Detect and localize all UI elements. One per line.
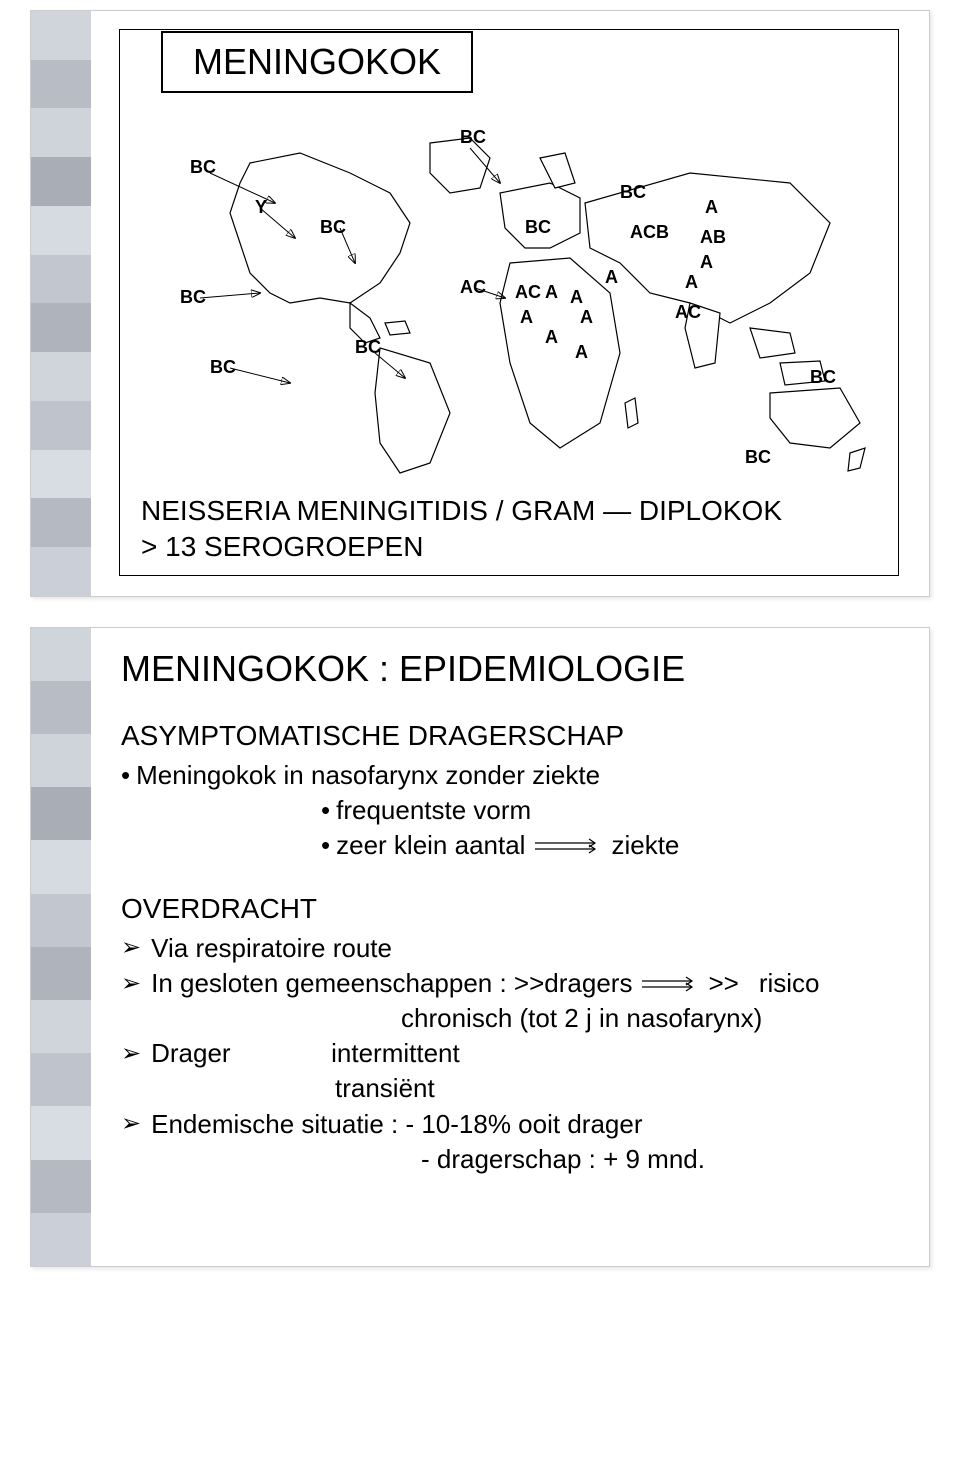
bullet-nasofarynx: Meningokok in nasofarynx zonder ziekte	[121, 758, 899, 793]
text: - dragerschap : + 9 mnd.	[421, 1142, 705, 1177]
sub-bullet-frequentste: frequentste vorm	[321, 793, 899, 828]
map-label: BC	[320, 217, 346, 237]
sub-chronisch: chronisch (tot 2 j in nasofarynx)	[401, 1001, 899, 1036]
map-label: BC	[745, 447, 771, 467]
map-label: BC	[810, 367, 836, 387]
double-arrow-icon	[533, 838, 603, 854]
section-head-dragerschap: ASYMPTOMATISCHE DRAGERSCHAP	[121, 720, 899, 752]
map-label: AC	[515, 282, 541, 302]
double-arrow-icon	[640, 976, 700, 992]
caption-line-2: > 13 SEROGROEPEN	[141, 529, 899, 565]
sub-bullet-klein-aantal: zeer klein aantal ziekte	[321, 828, 899, 863]
sub-transient: transiënt	[335, 1071, 899, 1106]
map-label: ACB	[630, 222, 669, 242]
world-map-diagram: BCBCYBCBCBCBCACBCACAAAAAAABCACBAABAAACBC…	[121, 103, 899, 483]
map-label: BC	[355, 337, 381, 357]
slide-title: MENINGOKOK	[161, 31, 473, 93]
map-label: A	[545, 282, 558, 302]
map-label: BC	[460, 127, 486, 147]
world-map-svg: BCBCYBCBCBCBCACBCACAAAAAAABCACBAABAAACBC…	[121, 103, 899, 483]
map-arrow	[230, 368, 290, 383]
map-label: BC	[190, 157, 216, 177]
bullet-respiratoire: Via respiratoire route	[121, 931, 899, 966]
text: In gesloten gemeenschappen : >>dragers	[151, 966, 632, 1001]
caption: NEISSERIA MENINGITIDIS / GRAM — DIPLOKOK…	[141, 493, 899, 566]
text: transiënt	[335, 1071, 435, 1106]
map-label: A	[575, 342, 588, 362]
text: Meningokok in nasofarynx zonder ziekte	[136, 758, 600, 793]
map-arrow	[200, 293, 260, 298]
map-label: A	[700, 252, 713, 272]
text: frequentste vorm	[336, 793, 531, 828]
text: zeer klein aantal	[336, 828, 525, 863]
continents	[230, 138, 865, 473]
decorative-sidebar	[31, 628, 91, 1266]
text: intermittent	[331, 1036, 460, 1071]
map-label: BC	[620, 182, 646, 202]
map-label: A	[545, 327, 558, 347]
map-label: A	[705, 197, 718, 217]
bullet-gemeenschappen: In gesloten gemeenschappen : >>dragers >…	[121, 966, 899, 1001]
text: Via respiratoire route	[151, 931, 392, 966]
text: >>	[708, 966, 738, 1001]
map-label: Y	[255, 197, 267, 217]
section-head-overdracht: OVERDRACHT	[121, 893, 899, 925]
map-label: BC	[525, 217, 551, 237]
bullet-endemisch: Endemische situatie : - 10-18% ooit drag…	[121, 1107, 899, 1142]
map-label: A	[520, 307, 533, 327]
map-label: A	[580, 307, 593, 327]
map-label: A	[685, 272, 698, 292]
text: Drager	[151, 1036, 331, 1071]
bullet-drager: Drager intermittent	[121, 1036, 899, 1071]
slide-epidemiologie: MENINGOKOK : EPIDEMIOLOGIE ASYMPTOMATISC…	[30, 627, 930, 1267]
decorative-sidebar	[31, 11, 91, 596]
map-label: AB	[700, 227, 726, 247]
text: ziekte	[611, 828, 679, 863]
slide-meningokok-map: MENINGOKOK	[30, 10, 930, 597]
map-label: A	[570, 287, 583, 307]
text: chronisch (tot 2 j in nasofarynx)	[401, 1001, 762, 1036]
caption-line-1: NEISSERIA MENINGITIDIS / GRAM — DIPLOKOK	[141, 493, 899, 529]
map-label: BC	[180, 287, 206, 307]
sub-dragerschap-duur: - dragerschap : + 9 mnd.	[421, 1142, 899, 1177]
text: risico	[759, 966, 820, 1001]
map-label: AC	[460, 277, 486, 297]
slide-title: MENINGOKOK : EPIDEMIOLOGIE	[121, 648, 899, 690]
map-label: BC	[210, 357, 236, 377]
map-label: AC	[675, 302, 701, 322]
text: Endemische situatie : - 10-18% ooit drag…	[151, 1107, 642, 1142]
map-label: A	[605, 267, 618, 287]
